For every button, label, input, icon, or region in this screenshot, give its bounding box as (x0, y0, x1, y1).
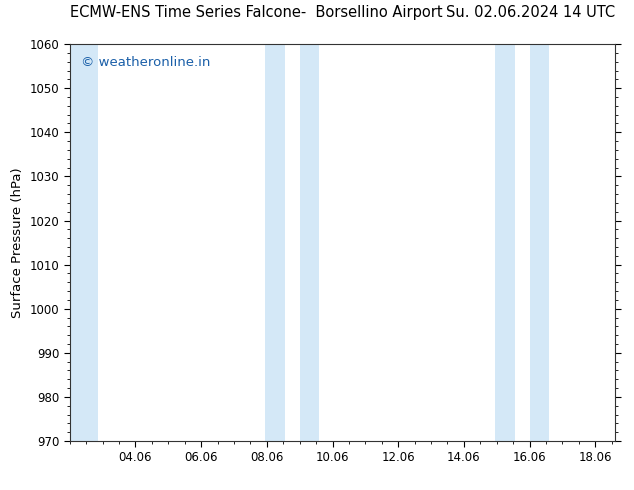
Bar (300, 44, 320, 441)
Text: © weatheronline.in: © weatheronline.in (81, 56, 210, 69)
Bar (495, 44, 515, 441)
Bar (529, 44, 549, 441)
Bar (265, 44, 285, 441)
Text: ECMW-ENS Time Series Falcone-  Borsellino Airport: ECMW-ENS Time Series Falcone- Borsellino… (70, 4, 443, 20)
Text: Su. 02.06.2024 14 UTC: Su. 02.06.2024 14 UTC (446, 4, 615, 20)
Y-axis label: Surface Pressure (hPa): Surface Pressure (hPa) (11, 167, 24, 318)
Bar (70, 44, 98, 441)
